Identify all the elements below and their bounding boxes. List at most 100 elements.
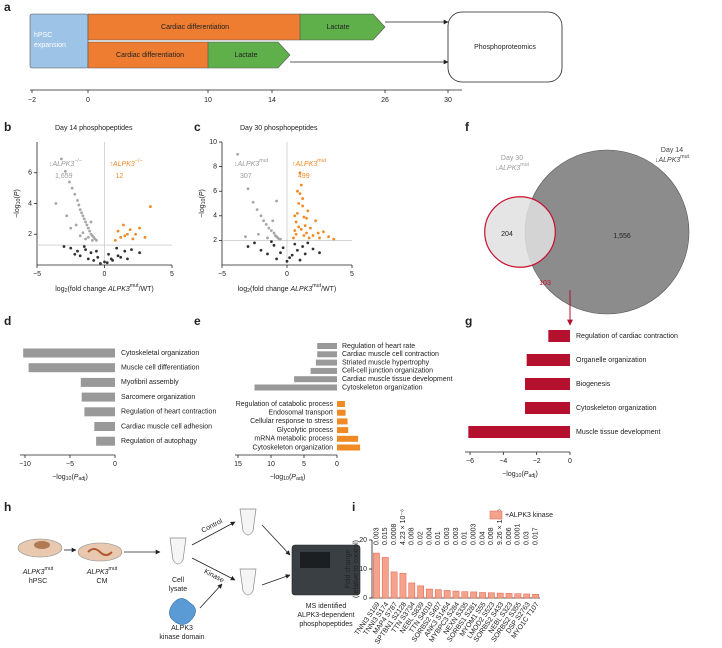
- x-tick-label: 0: [113, 461, 117, 468]
- point: [297, 225, 301, 229]
- tick-label: 30: [444, 97, 452, 104]
- category-label: Cell-cell junction organization: [342, 368, 433, 375]
- x-tick-label: −5: [218, 271, 226, 278]
- point: [107, 252, 110, 256]
- text-part: ): [85, 474, 87, 481]
- point: [65, 214, 69, 218]
- point: [73, 192, 77, 196]
- bar: [337, 418, 348, 425]
- point: [86, 226, 90, 230]
- x-tick-label: −4: [499, 458, 507, 465]
- tube: [169, 537, 187, 565]
- bar: [310, 367, 337, 374]
- stage-label: Lactate: [235, 52, 258, 59]
- point: [84, 237, 87, 241]
- text-part: 10: [66, 476, 72, 482]
- label: Kinase: [203, 568, 225, 584]
- y-tick-label: 10: [359, 566, 367, 573]
- point: [85, 223, 89, 227]
- bar: [514, 593, 522, 599]
- bar: [390, 571, 398, 599]
- bar: [28, 363, 116, 373]
- category-label: Glycolytic process: [277, 427, 334, 434]
- point: [259, 248, 263, 252]
- venn-count: 1,556: [613, 233, 631, 240]
- bar: [96, 436, 115, 446]
- annotation: ↑ALPK3mut: [292, 158, 327, 167]
- point: [73, 252, 77, 256]
- category-label: Sarcomere organization: [121, 394, 195, 401]
- cells: [87, 548, 113, 556]
- point: [253, 241, 256, 245]
- category-label: Cardiac muscle cell contraction: [342, 351, 439, 358]
- bar: [426, 588, 433, 599]
- text-part: ALPK3: [112, 161, 135, 168]
- tick-label: 0: [86, 97, 90, 104]
- y-axis-label: (relative to control): [353, 540, 360, 598]
- category-label: Cytoskeleton organization: [576, 405, 657, 412]
- p-value: 0.004: [426, 527, 433, 545]
- y-tick-label: 6: [213, 188, 217, 195]
- text-part: −/−: [135, 158, 143, 164]
- point: [88, 229, 92, 233]
- x-tick-label: 5: [302, 461, 306, 468]
- stage-label: Lactate: [327, 24, 350, 31]
- text-part: ↓: [655, 157, 659, 164]
- point: [119, 235, 123, 239]
- point: [116, 254, 120, 258]
- point: [332, 237, 336, 241]
- label: MS identified: [306, 603, 347, 610]
- annotation: ↓ALPK3mut: [234, 158, 269, 167]
- bar: [532, 593, 539, 599]
- panel-label: f: [465, 120, 470, 134]
- point: [54, 202, 58, 205]
- text-part: ): [303, 474, 305, 481]
- set-label: ↓ALPK3mut: [655, 154, 690, 163]
- point: [311, 247, 315, 251]
- point: [70, 186, 74, 190]
- annotation: ↑ALPK3−/−: [110, 158, 143, 167]
- point: [302, 215, 306, 219]
- point: [92, 258, 96, 262]
- text-part: P: [14, 191, 21, 196]
- panel-label: a: [4, 0, 11, 14]
- point: [262, 219, 265, 223]
- point: [111, 258, 114, 262]
- category-label: Regulation of heart rate: [342, 343, 415, 350]
- point: [123, 249, 127, 253]
- point: [138, 226, 142, 230]
- bar: [417, 585, 424, 599]
- text-part: 10: [516, 473, 522, 479]
- point: [131, 237, 135, 241]
- point: [297, 202, 301, 205]
- point: [294, 232, 298, 236]
- point: [279, 237, 282, 241]
- point: [311, 234, 315, 237]
- tick-label: 26: [381, 97, 389, 104]
- point: [116, 229, 120, 233]
- bar: [408, 582, 416, 599]
- text-part: adj: [78, 476, 85, 482]
- category-label: Muscle cell differentiation: [121, 365, 200, 372]
- bar: [337, 409, 346, 416]
- category-label: Biogenesis: [576, 381, 611, 388]
- x-tick-label: −5: [66, 461, 74, 468]
- bar: [94, 422, 115, 431]
- text-part: mut: [259, 158, 268, 164]
- point: [86, 235, 90, 239]
- text-part: (: [521, 471, 524, 478]
- point: [123, 234, 127, 238]
- text-part: log: [238, 286, 247, 293]
- point: [298, 258, 302, 262]
- point: [296, 211, 299, 215]
- text-part: (: [14, 196, 21, 199]
- text-part: ): [535, 471, 537, 478]
- point: [275, 199, 278, 203]
- point: [86, 257, 90, 261]
- annotation-count: 499: [298, 173, 310, 180]
- point: [82, 217, 86, 221]
- category-label: Cardiac muscle tissue development: [342, 376, 453, 383]
- p-value: 0.01: [462, 531, 469, 545]
- tick-label: 14: [268, 97, 276, 104]
- y-tick-label: 10: [209, 139, 217, 146]
